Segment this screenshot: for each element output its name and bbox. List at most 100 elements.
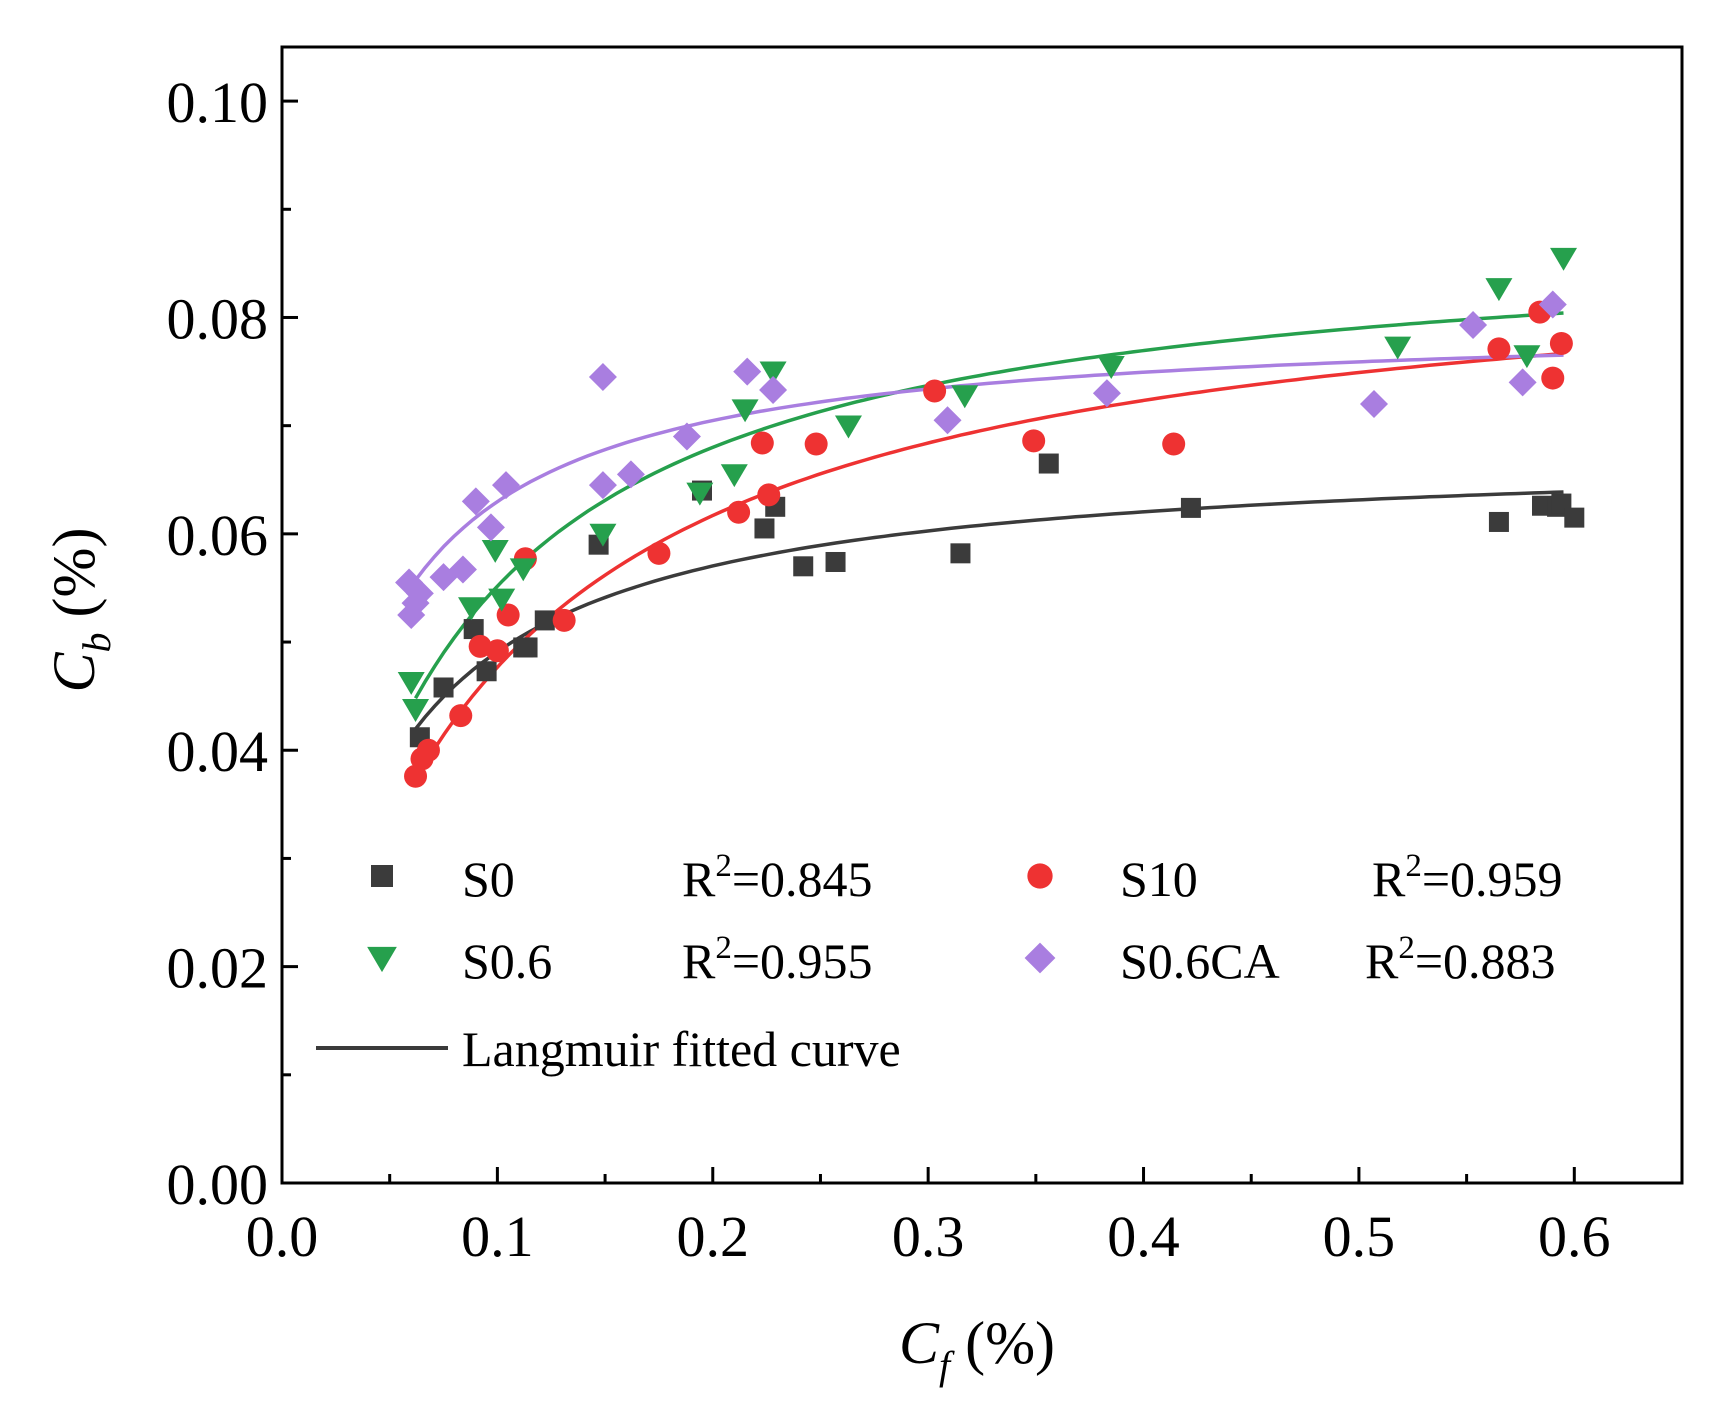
data-point	[686, 482, 714, 506]
data-point	[733, 357, 762, 386]
data-point	[923, 379, 947, 403]
x-tick-label: 0.0	[246, 1204, 319, 1269]
data-point	[588, 471, 617, 500]
data-point	[1550, 247, 1578, 271]
data-point	[1180, 497, 1201, 518]
legend-marker-s10	[1027, 863, 1053, 889]
x-tick-label: 0.6	[1538, 1204, 1611, 1269]
r2-superscript: 2	[1405, 848, 1422, 884]
data-points-layer	[395, 247, 1585, 788]
data-point	[449, 704, 473, 728]
fit-curve-s0-6	[413, 311, 1564, 700]
data-point	[750, 431, 774, 455]
data-point	[825, 551, 846, 572]
data-point	[404, 764, 428, 788]
data-point	[950, 543, 971, 564]
data-point	[588, 362, 617, 391]
data-point	[759, 375, 788, 404]
legend-r2-s0-6ca: R2=0.883	[1365, 930, 1556, 989]
data-point	[720, 464, 748, 488]
data-point	[405, 579, 434, 608]
data-point	[647, 541, 671, 565]
r2-symbol: R	[1372, 851, 1406, 907]
data-point	[1508, 368, 1537, 397]
data-point	[481, 539, 509, 563]
x-tick-label: 0.5	[1323, 1204, 1396, 1269]
legend-label-s0-6: S0.6	[462, 933, 552, 989]
data-point	[476, 513, 505, 542]
x-axis-title-unit: (%)	[950, 1310, 1055, 1376]
data-point	[951, 385, 979, 409]
data-point	[727, 500, 751, 524]
x-tick-label: 0.3	[892, 1204, 965, 1269]
data-point	[757, 483, 781, 507]
y-tick-label: 0.08	[167, 286, 269, 351]
data-point	[402, 699, 430, 722]
y-tick-label: 0.04	[167, 719, 269, 784]
legend-r2-s10: R2=0.959	[1372, 848, 1563, 907]
r2-symbol: R	[682, 851, 716, 907]
y-tick-label: 0.00	[167, 1152, 269, 1217]
y-tick-label: 0.06	[167, 503, 269, 568]
y-axis-title: Cb (%)	[41, 528, 119, 693]
data-point	[416, 738, 440, 762]
y-tick-label: 0.10	[167, 70, 269, 135]
data-point	[834, 415, 862, 439]
data-point	[476, 661, 497, 682]
data-point	[1488, 511, 1509, 532]
r2-value: =0.883	[1415, 933, 1556, 989]
x-axis-title-symbol: C	[899, 1310, 940, 1376]
data-point	[759, 361, 787, 385]
legend-fit-label: Langmuir fitted curve	[462, 1021, 901, 1077]
x-tick-label: 0.4	[1107, 1204, 1180, 1269]
data-point	[1538, 290, 1567, 319]
data-point	[448, 555, 477, 584]
legend-marker-s0-6ca	[1024, 942, 1056, 974]
r2-superscript: 2	[715, 930, 732, 966]
data-point	[433, 677, 454, 698]
data-point	[509, 558, 537, 582]
r2-superscript: 2	[1398, 930, 1415, 966]
r2-superscript: 2	[715, 848, 732, 884]
data-point	[1038, 453, 1059, 474]
r2-value: =0.845	[732, 851, 873, 907]
data-point	[1384, 336, 1412, 360]
data-point	[1459, 311, 1488, 340]
data-point	[731, 399, 759, 423]
legend-marker-s0-6	[367, 946, 397, 973]
data-point	[1513, 345, 1541, 369]
data-point	[1162, 432, 1186, 456]
data-point	[1360, 390, 1388, 419]
x-tick-label: 0.2	[677, 1204, 750, 1269]
r2-symbol: R	[1365, 933, 1399, 989]
data-point	[485, 639, 509, 663]
data-point	[754, 518, 775, 539]
data-point	[1092, 379, 1121, 408]
data-point	[468, 634, 492, 658]
data-point	[1541, 366, 1565, 390]
legend-r2-s0-6: R2=0.955	[682, 930, 873, 989]
data-point	[461, 487, 490, 516]
legend-label-s0: S0	[462, 851, 515, 907]
data-point	[488, 588, 516, 612]
series-s0-6ca	[395, 290, 1567, 629]
x-axis-title: Cf (%)	[899, 1310, 1055, 1388]
legend-label-s0-6ca: S0.6CA	[1120, 933, 1280, 989]
data-point	[1485, 278, 1513, 302]
axis-labels-layer: 0.0 0.1 0.2 0.3 0.4 0.5 0.6 0.00 0.02 0.04 0.06 0.0…	[41, 70, 1611, 1388]
data-point	[793, 556, 814, 577]
y-tick-label: 0.02	[167, 936, 269, 1001]
fit-curve-s0-6ca	[414, 353, 1564, 582]
series-s0-6	[397, 247, 1578, 722]
data-point	[1532, 495, 1552, 516]
data-point	[1549, 331, 1573, 355]
data-point	[616, 460, 645, 489]
data-point	[1022, 429, 1046, 453]
plot-frame	[280, 45, 1684, 1185]
data-point	[1564, 507, 1585, 528]
data-point	[397, 671, 425, 695]
y-axis-title-subscript: b	[74, 632, 119, 652]
data-point	[534, 610, 555, 631]
